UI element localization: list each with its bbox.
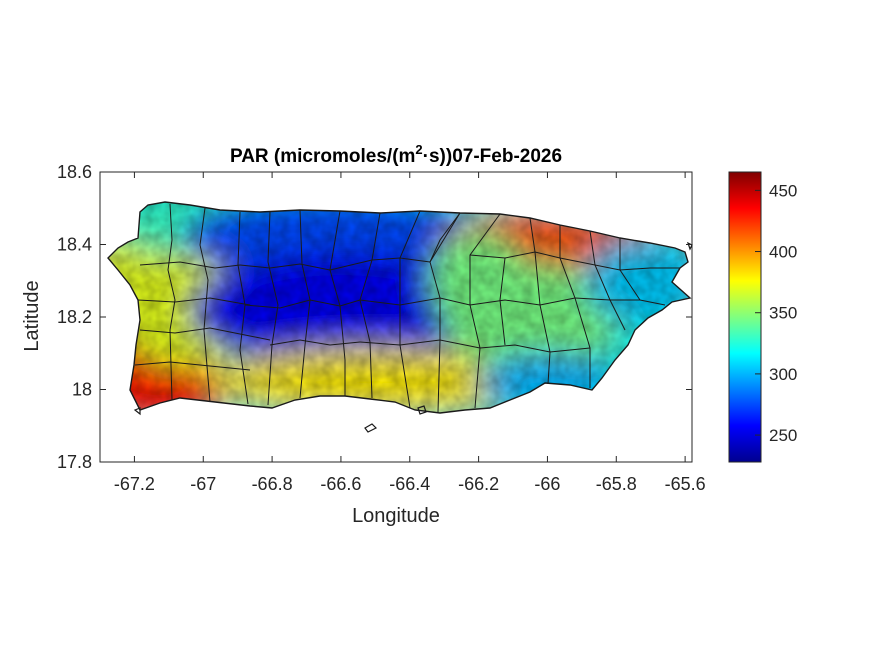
colorbar-tick-label: 250 xyxy=(769,426,797,445)
x-tick-label: -67.2 xyxy=(114,474,155,494)
colorbar xyxy=(728,171,762,463)
title-rest: ·s))07-Feb-2026 xyxy=(423,146,562,167)
x-axis-label: Longitude xyxy=(352,505,440,527)
chart-title: PAR (micromoles/(m2·s))07-Feb-2026 xyxy=(230,142,562,167)
colorbar-tick-label: 450 xyxy=(769,181,797,200)
colorbar-ticks: 250 300 350 400 450 xyxy=(755,181,797,445)
x-tick-label: -66.4 xyxy=(389,474,430,494)
colorbar-tick-label: 300 xyxy=(769,365,797,384)
x-axis: -67.2 -67 -66.8 -66.6 -66.4 -66.2 -66 -65.8 -65.… xyxy=(114,172,706,494)
y-axis-label: Latitude xyxy=(21,280,43,351)
x-tick-label: -66.8 xyxy=(252,474,293,494)
y-axis: 17.8 18 18.2 18.4 18.6 xyxy=(57,162,692,472)
colorbar-tick-label: 400 xyxy=(769,243,797,262)
x-tick-label: -65.8 xyxy=(596,474,637,494)
x-tick-label: -66.6 xyxy=(320,474,361,494)
y-tick-label: 18.4 xyxy=(57,235,92,255)
y-tick-label: 17.8 xyxy=(57,452,92,472)
colorbar-tick-label: 350 xyxy=(769,304,797,323)
x-tick-label: -67 xyxy=(190,474,216,494)
par-heatmap xyxy=(108,202,690,413)
title-main: PAR (micromoles/(m xyxy=(230,146,415,167)
x-tick-label: -65.6 xyxy=(665,474,706,494)
x-tick-label: -66 xyxy=(534,474,560,494)
x-tick-label: -66.2 xyxy=(458,474,499,494)
y-tick-label: 18.6 xyxy=(57,162,92,182)
municipality-boundaries xyxy=(107,201,692,414)
y-tick-label: 18 xyxy=(72,380,92,400)
y-tick-label: 18.2 xyxy=(57,307,92,327)
title-superscript: 2 xyxy=(415,142,422,157)
